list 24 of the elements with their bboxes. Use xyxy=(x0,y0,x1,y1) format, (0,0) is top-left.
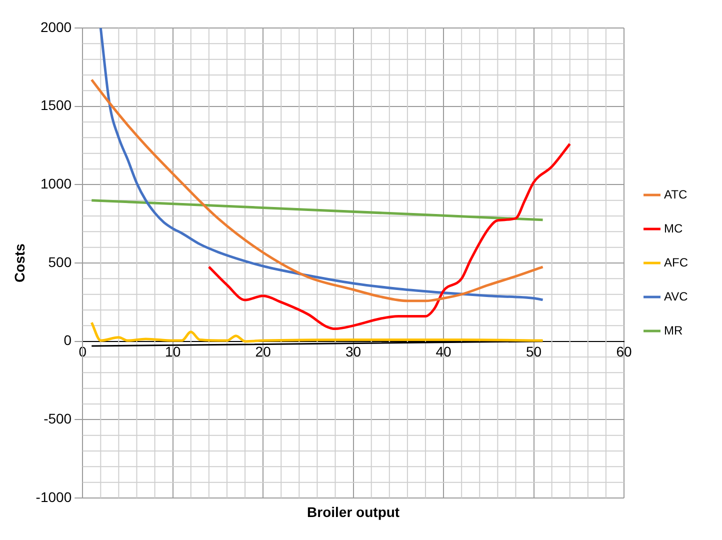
x-tick-label: 30 xyxy=(346,344,362,360)
line-series xyxy=(90,78,544,302)
x-tick-label: 40 xyxy=(436,344,452,360)
x-tick-label: 60 xyxy=(616,344,632,360)
y-tick-label: 1500 xyxy=(40,97,72,114)
legend-label: MR xyxy=(664,323,683,338)
x-tick-label: 50 xyxy=(526,344,542,360)
legend-label: AVC xyxy=(664,289,688,304)
y-tick-label: 1000 xyxy=(40,176,72,192)
y-tick-label: 0 xyxy=(64,332,72,348)
y-axis-title: Costs xyxy=(11,243,28,282)
y-tick-label: 500 xyxy=(48,254,72,270)
x-tick-label: 20 xyxy=(255,344,272,360)
x-axis-title: Broiler output xyxy=(307,504,400,520)
line-series xyxy=(99,28,544,302)
legend-label: MC xyxy=(664,221,683,236)
x-tick-label: 10 xyxy=(165,344,181,360)
legend-label: ATC xyxy=(664,187,688,202)
y-tick-label: -1000 xyxy=(36,488,72,505)
y-tick-label: 2000 xyxy=(40,18,72,35)
y-tick-label: -500 xyxy=(44,410,72,427)
line-series xyxy=(208,142,572,330)
line-series xyxy=(90,321,544,343)
legend-label: AFC xyxy=(664,255,688,270)
